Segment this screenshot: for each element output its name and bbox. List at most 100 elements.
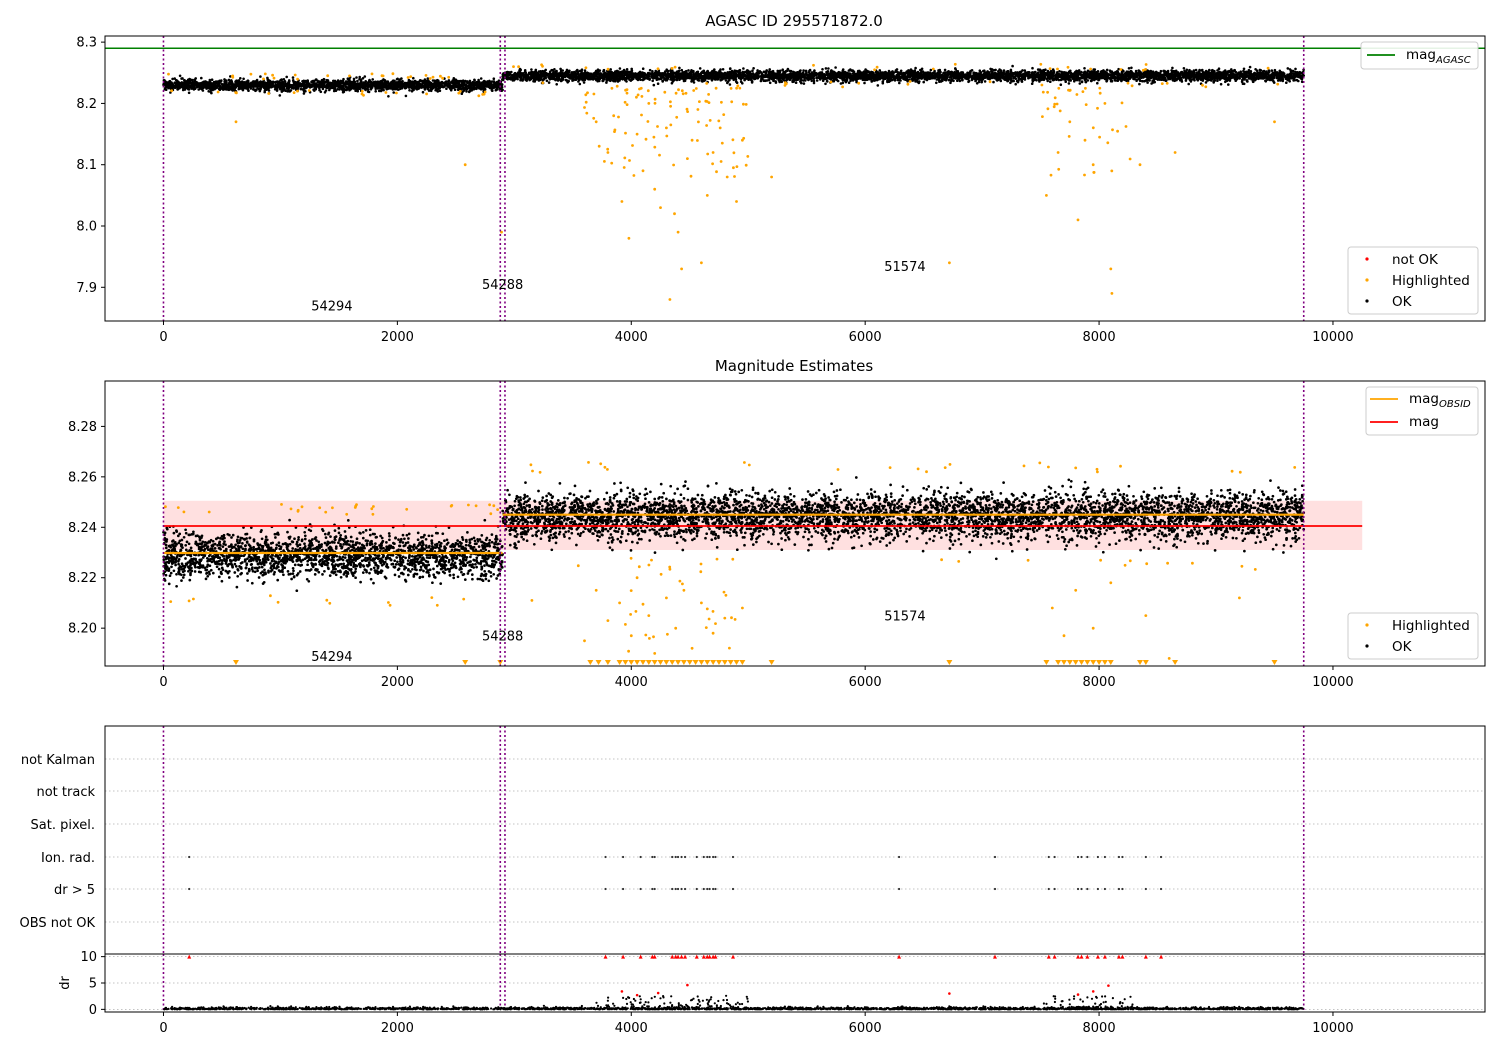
ok-point [977, 80, 981, 84]
highlighted-point [428, 77, 432, 80]
ok-point [318, 84, 322, 88]
ok-point [233, 83, 236, 86]
highlighted-point [424, 74, 428, 77]
ok-point [851, 72, 854, 75]
ok-point [956, 79, 959, 82]
ok-point [374, 86, 378, 90]
ok-point [386, 84, 390, 88]
highlighted-point [457, 91, 461, 95]
ok-point [1216, 79, 1219, 82]
ok-point [321, 87, 325, 91]
highlighted-point [267, 92, 271, 95]
ok-point [261, 81, 265, 85]
ok-point [270, 84, 273, 88]
ok-point [359, 79, 363, 83]
ok-point [415, 82, 419, 86]
ok-point [466, 81, 469, 85]
ok-point [421, 90, 425, 94]
ok-point [385, 87, 389, 91]
ok-point [377, 89, 381, 93]
ok-point [169, 83, 172, 87]
ok-point [374, 90, 378, 93]
ok-point [321, 79, 324, 83]
ok-point [1078, 77, 1081, 80]
ok-point [863, 81, 866, 85]
ok-point [235, 81, 239, 84]
ok-point [992, 80, 995, 84]
ok-point [263, 90, 267, 94]
ok-point [450, 87, 453, 91]
ok-point [998, 71, 1002, 75]
ok-point [239, 85, 242, 88]
ok-point [196, 83, 200, 86]
ok-point [742, 67, 745, 70]
ok-point [1011, 64, 1014, 68]
ok-point [401, 83, 405, 86]
ok-point [1083, 67, 1086, 70]
ok-point [348, 79, 351, 82]
ok-point [597, 70, 600, 73]
ok-point [352, 79, 356, 83]
ok-point [362, 81, 365, 85]
ok-point [734, 69, 738, 73]
ok-point [661, 79, 664, 83]
ok-point [255, 84, 258, 87]
ok-point [358, 87, 362, 90]
ok-point [264, 86, 268, 90]
ok-point [345, 82, 349, 85]
ok-point [605, 81, 608, 84]
ok-point [225, 80, 228, 84]
ok-point [371, 78, 375, 81]
ok-point [277, 82, 281, 86]
ok-point [472, 82, 475, 85]
ok-point [236, 84, 240, 88]
ok-point [338, 88, 341, 91]
ok-point [1058, 70, 1061, 73]
ok-point [301, 84, 304, 87]
ok-point [494, 84, 497, 87]
ok-point [368, 78, 371, 82]
ok-point [282, 78, 286, 81]
ok-point [383, 85, 386, 88]
ok-point [1148, 79, 1151, 82]
ok-point [240, 82, 244, 85]
ok-point [332, 89, 336, 93]
ok-point [399, 85, 402, 89]
ok-point [253, 82, 257, 85]
ok-point [392, 91, 396, 94]
ok-point [252, 88, 255, 91]
ok-point [352, 77, 356, 81]
ok-point [315, 86, 318, 89]
ok-point [398, 79, 401, 83]
ok-point [163, 88, 167, 91]
highlighted-point [271, 73, 274, 77]
ok-point [395, 87, 398, 91]
ok-point [291, 76, 295, 79]
highlighted-point [296, 89, 299, 93]
ok-point [427, 89, 431, 92]
ok-point [426, 77, 430, 80]
ok-point [354, 85, 358, 88]
ok-point [942, 71, 945, 75]
ok-point [253, 80, 256, 83]
highlighted-point [477, 94, 481, 98]
ok-point [487, 81, 490, 85]
ok-point [312, 84, 316, 87]
ok-point [468, 89, 472, 93]
ok-point [258, 89, 262, 93]
ok-point [490, 86, 494, 89]
ok-point [698, 67, 702, 70]
ok-point [1038, 80, 1041, 83]
ok-point [980, 80, 983, 84]
ok-point [420, 84, 424, 88]
ok-point [454, 78, 458, 81]
ok-point [340, 85, 344, 89]
ok-point [1285, 81, 1288, 84]
highlighted-point [296, 77, 299, 81]
ok-point [292, 80, 296, 84]
ok-point [382, 88, 385, 92]
ok-point [468, 86, 472, 89]
ok-point [359, 84, 363, 88]
ok-point [323, 85, 326, 88]
ok-point [1193, 79, 1196, 82]
